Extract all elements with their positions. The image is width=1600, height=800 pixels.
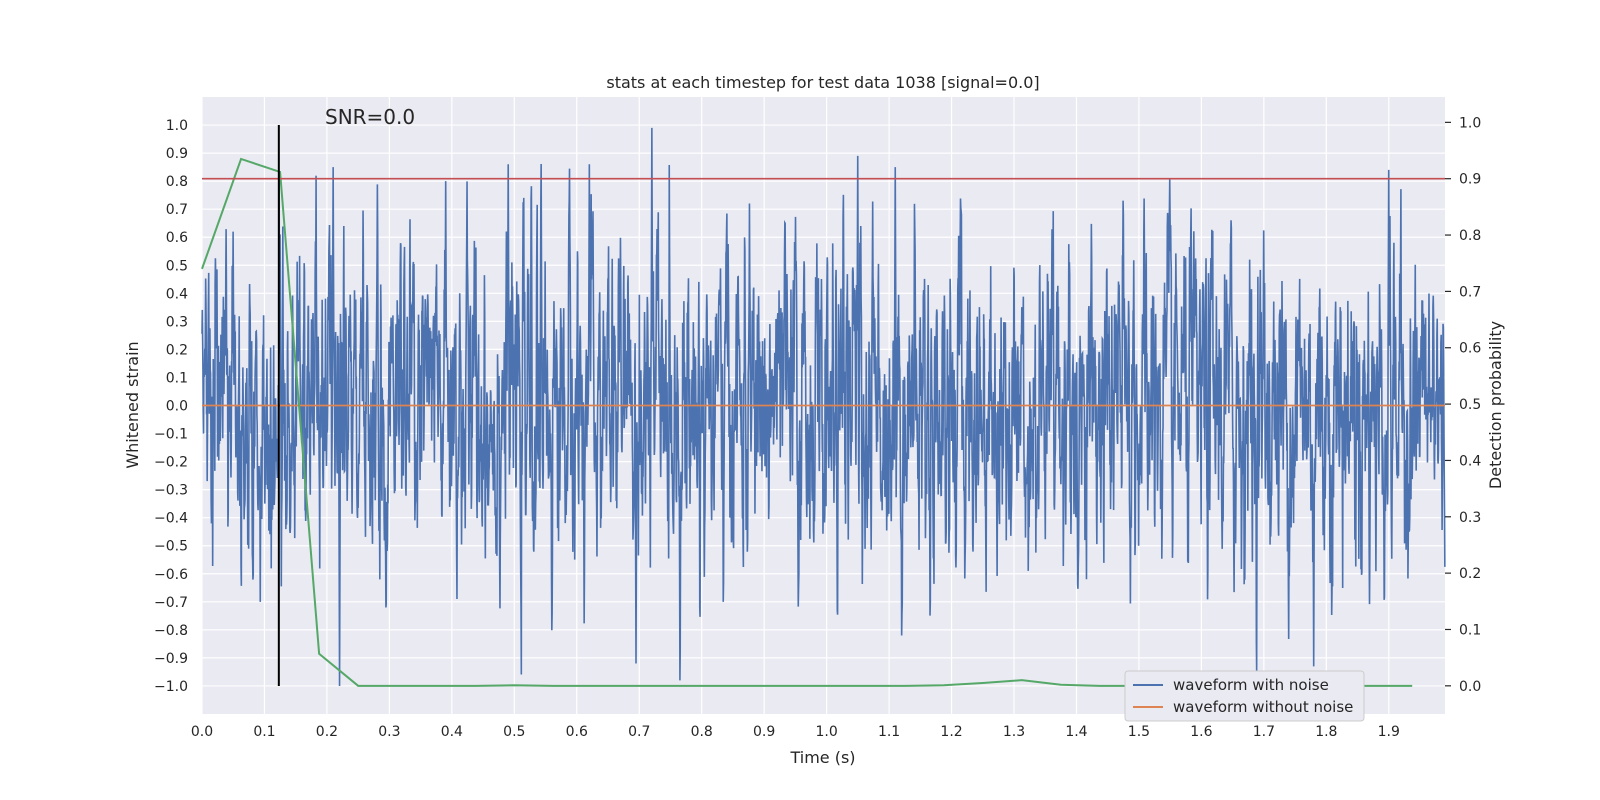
left-tick-label: −0.8 <box>154 623 188 639</box>
left-tick-label: 0.1 <box>166 370 188 386</box>
x-axis-label: Time (s) <box>789 748 855 767</box>
left-tick-label: −0.1 <box>154 427 188 443</box>
left-tick-label: 0.7 <box>166 202 188 218</box>
left-tick-label: 0.2 <box>166 342 188 358</box>
left-tick-label: −0.3 <box>154 483 188 499</box>
x-tick-label: 0.4 <box>441 724 463 740</box>
x-tick-label: 0.6 <box>566 724 588 740</box>
legend-box <box>1124 670 1365 722</box>
legend-label-clean: waveform without noise <box>1173 698 1353 716</box>
left-tick-label: −0.4 <box>154 511 188 527</box>
x-tick-label: 1.9 <box>1378 724 1400 740</box>
x-tick-label: 0.2 <box>316 724 338 740</box>
x-tick-label: 1.0 <box>815 724 837 740</box>
x-tick-label: 1.3 <box>1003 724 1025 740</box>
left-tick-label: −1.0 <box>154 679 188 695</box>
right-tick-label: 0.6 <box>1459 341 1481 357</box>
line-waveform-with-noise <box>201 127 1446 686</box>
chart-title: stats at each timestep for test data 103… <box>606 73 1039 92</box>
left-tick-label: 0.9 <box>166 146 188 162</box>
left-axis-ticks: 1.0 0.9 0.8 0.7 0.6 0.5 0.4 0.3 0.2 0.1 0.0 −0.1 −0.… <box>154 118 188 695</box>
left-tick-label: −0.5 <box>154 539 188 555</box>
right-tick-label: 0.7 <box>1459 284 1481 300</box>
right-tick-label: 0.5 <box>1459 397 1481 413</box>
x-axis-ticks: 0.0 0.1 0.2 0.3 0.4 0.5 0.6 0.7 0.8 0.9 1.0 1.1 1.2 1… <box>191 724 1400 740</box>
right-tick-label: 0.1 <box>1459 622 1481 638</box>
right-tick-label: 1.0 <box>1459 115 1481 131</box>
left-tick-label: −0.9 <box>154 651 188 667</box>
x-tick-label: 0.9 <box>753 724 775 740</box>
right-axis-label: Detection probability <box>1486 321 1505 489</box>
x-tick-label: 0.1 <box>253 724 275 740</box>
legend-label-noise: waveform with noise <box>1173 676 1329 694</box>
x-tick-label: 1.2 <box>940 724 962 740</box>
left-axis-label: Whitened strain <box>123 341 142 468</box>
series-waveform-with-noise <box>201 127 1446 686</box>
left-tick-label: 0.3 <box>166 314 188 330</box>
left-tick-label: 0.5 <box>166 258 188 274</box>
left-tick-label: 0.8 <box>166 174 188 190</box>
x-tick-label: 1.4 <box>1065 724 1087 740</box>
x-tick-label: 1.1 <box>878 724 900 740</box>
x-tick-label: 0.0 <box>191 724 213 740</box>
right-tick-label: 0.9 <box>1459 172 1481 188</box>
x-tick-label: 0.5 <box>503 724 525 740</box>
x-tick-label: 0.7 <box>628 724 650 740</box>
left-tick-label: 0.0 <box>166 399 188 415</box>
left-tick-label: −0.6 <box>154 567 188 583</box>
left-tick-label: 0.4 <box>166 286 188 302</box>
right-axis-ticks: 1.0 0.9 0.8 0.7 0.6 0.5 0.4 0.3 0.2 0.1 0.0 <box>1445 115 1481 695</box>
right-tick-label: 0.0 <box>1459 679 1481 695</box>
right-tick-label: 0.2 <box>1459 566 1481 582</box>
x-tick-label: 1.6 <box>1190 724 1212 740</box>
left-tick-label: 1.0 <box>166 118 188 134</box>
x-tick-label: 1.8 <box>1315 724 1337 740</box>
right-tick-label: 0.4 <box>1459 453 1481 469</box>
snr-annotation: SNR=0.0 <box>325 105 415 129</box>
left-tick-label: −0.7 <box>154 595 188 611</box>
legend: waveform with noise waveform without noi… <box>1124 670 1365 722</box>
right-tick-label: 0.8 <box>1459 228 1481 244</box>
x-tick-label: 0.8 <box>691 724 713 740</box>
overlays <box>202 125 1445 686</box>
x-tick-label: 0.3 <box>378 724 400 740</box>
right-tick-label: 0.3 <box>1459 510 1481 526</box>
x-tick-label: 1.5 <box>1128 724 1150 740</box>
x-tick-label: 1.7 <box>1253 724 1275 740</box>
left-tick-label: −0.2 <box>154 455 188 471</box>
left-tick-label: 0.6 <box>166 230 188 246</box>
